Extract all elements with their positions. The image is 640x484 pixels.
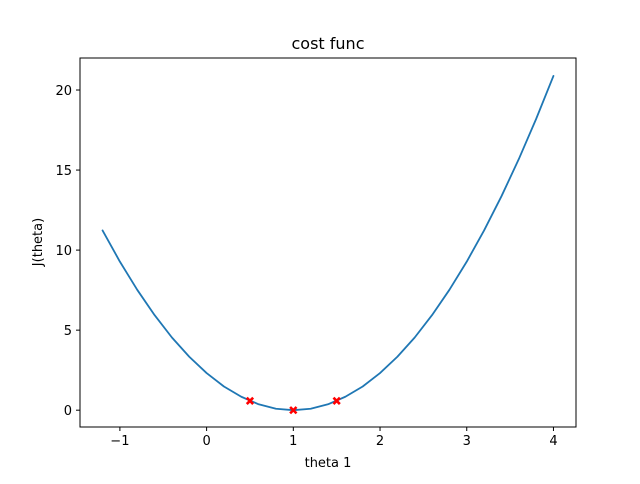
x-axis-label: theta 1 — [305, 456, 352, 471]
y-tick-label: 10 — [55, 244, 72, 259]
data-point-marker — [332, 396, 341, 406]
series-line-0 — [101, 75, 555, 412]
x-tick-label: 3 — [463, 434, 471, 449]
y-axis-label: J(theta) — [31, 218, 46, 267]
data-point-marker — [289, 406, 298, 415]
y-tick-label: 20 — [55, 84, 72, 99]
data-point-marker — [245, 396, 255, 406]
plot-area — [101, 75, 555, 415]
y-tick-label: 15 — [55, 164, 72, 179]
y-tick-label: 0 — [64, 404, 72, 419]
x-tick-label: 2 — [376, 434, 384, 449]
y-tick-label: 5 — [64, 324, 72, 339]
x-tick-label: 1 — [289, 434, 297, 449]
axes-frame — [79, 57, 577, 428]
x-tick-label: 0 — [202, 434, 210, 449]
x-axis-ticks: −1 0 1 2 3 4 — [110, 427, 558, 449]
x-tick-label: −1 — [110, 434, 129, 449]
x-tick-label: 4 — [549, 434, 557, 449]
y-axis-ticks: 0 5 10 15 20 — [55, 84, 80, 419]
chart-title: cost func — [292, 34, 365, 53]
